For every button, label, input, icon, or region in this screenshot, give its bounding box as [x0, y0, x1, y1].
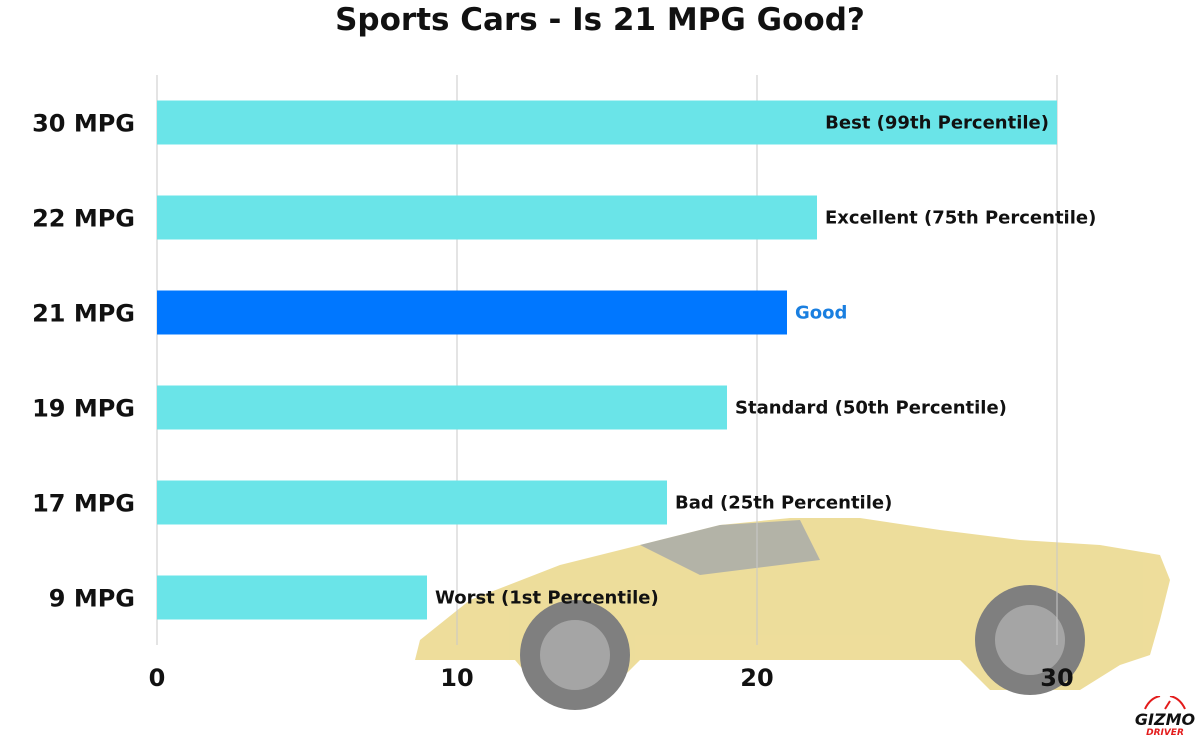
y-tick-label: 21 MPG	[32, 300, 135, 328]
gauge-icon	[1144, 695, 1186, 710]
bar	[157, 385, 727, 430]
x-tick-label: 30	[1040, 664, 1073, 692]
y-tick-label: 30 MPG	[32, 110, 135, 138]
bar	[157, 575, 427, 620]
car-image	[415, 518, 1170, 710]
data-label: Best (99th Percentile)	[825, 113, 1049, 134]
car-window	[640, 520, 820, 575]
bar	[157, 195, 817, 240]
logo-subtext: DRIVER	[1146, 728, 1184, 738]
logo-text: GIZMO	[1134, 710, 1196, 729]
bar	[157, 290, 787, 335]
data-label: Worst (1st Percentile)	[435, 588, 659, 609]
y-tick-label: 19 MPG	[32, 395, 135, 423]
data-label: Excellent (75th Percentile)	[825, 208, 1096, 229]
gizmo-driver-logo: GIZMO DRIVER	[1130, 695, 1200, 745]
data-label: Bad (25th Percentile)	[675, 493, 892, 514]
data-label: Good	[795, 303, 847, 324]
y-tick-label: 22 MPG	[32, 205, 135, 233]
chart-title: Sports Cars - Is 21 MPG Good?	[335, 2, 865, 38]
bar	[157, 100, 1057, 145]
x-tick-label: 10	[440, 664, 473, 692]
y-tick-label: 17 MPG	[32, 490, 135, 518]
x-tick-label: 20	[740, 664, 773, 692]
bar	[157, 480, 667, 525]
y-tick-label: 9 MPG	[49, 585, 135, 613]
data-label: Standard (50th Percentile)	[735, 398, 1007, 419]
x-tick-label: 0	[149, 664, 166, 692]
